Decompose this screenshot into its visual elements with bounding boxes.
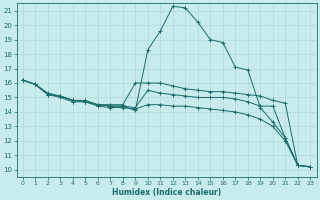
X-axis label: Humidex (Indice chaleur): Humidex (Indice chaleur)	[112, 188, 221, 197]
